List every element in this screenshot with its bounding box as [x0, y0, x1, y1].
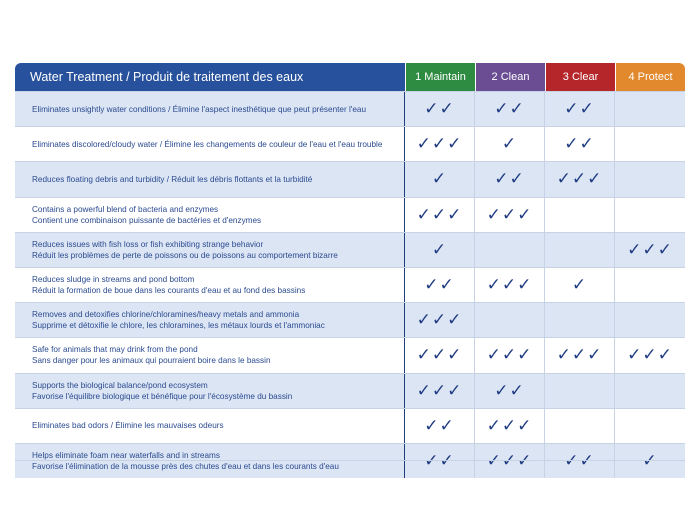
- check-cell: ✓✓✓: [405, 127, 475, 162]
- check-cell: ✓✓✓: [405, 338, 475, 373]
- column-header-protect: 4 Protect: [615, 63, 685, 91]
- check-cell: [475, 232, 545, 267]
- check-cell: [545, 232, 615, 267]
- check-cell: ✓✓: [405, 408, 475, 443]
- row-description: Removes and detoxifies chlorine/chlorami…: [15, 303, 405, 338]
- check-cell: ✓✓✓: [545, 162, 615, 197]
- check-cell: ✓✓✓: [475, 338, 545, 373]
- check-cell: ✓✓✓: [545, 338, 615, 373]
- row-description-line: Favorise l'élimination de la mousse près…: [32, 461, 339, 471]
- row-description-line: Supports the biological balance/pond eco…: [32, 380, 208, 390]
- check-cell: ✓✓✓: [475, 197, 545, 232]
- check-cell: ✓✓✓: [405, 373, 475, 408]
- check-cell: ✓✓✓: [627, 345, 673, 366]
- check-cell: ✓✓✓: [405, 197, 475, 232]
- check-cell: [615, 374, 685, 408]
- row-description: Reduces floating debris and turbidity / …: [15, 162, 405, 197]
- row-description-line: Reduces issues with fish loss or fish ex…: [32, 239, 264, 249]
- check-cell: [545, 373, 615, 408]
- table-row: Removes and detoxifies chlorine/chlorami…: [15, 302, 685, 338]
- table-row: Supports the biological balance/pond eco…: [15, 372, 685, 408]
- check-cell: ✓✓: [475, 92, 545, 127]
- check-cell: [545, 408, 615, 443]
- table-row: Eliminates bad odors / Élimine les mauva…: [15, 407, 685, 443]
- row-description: Eliminates unsightly water conditions / …: [15, 92, 405, 127]
- row-description-line: Removes and detoxifies chlorine/chlorami…: [32, 310, 300, 320]
- column-header-maintain: 1 Maintain: [405, 63, 475, 91]
- row-description-line: Contains a powerful blend of bacteria an…: [32, 204, 219, 214]
- table-row: Reduces floating debris and turbidity / …: [15, 161, 685, 197]
- check-cell: ✓✓: [545, 127, 615, 162]
- table-header: Water Treatment / Produit de traitement …: [15, 63, 685, 91]
- row-description-line: Contient une combinaison puissante de ba…: [32, 215, 262, 225]
- table-bottom-border: [15, 460, 685, 461]
- row-description-line: Reduces sludge in streams and pond botto…: [32, 275, 195, 285]
- table-title: Water Treatment / Produit de traitement …: [15, 63, 405, 91]
- check-cell: ✓✓✓: [627, 239, 673, 260]
- check-cell: [475, 303, 545, 338]
- check-cell: [615, 162, 685, 196]
- check-cell: [615, 127, 685, 161]
- check-cell: ✓: [475, 127, 545, 162]
- check-cell: ✓✓✓: [475, 267, 545, 303]
- check-cell: [615, 268, 685, 302]
- row-description: Supports the biological balance/pond eco…: [15, 373, 405, 408]
- table-row: Reduces issues with fish loss or fish ex…: [15, 231, 685, 267]
- row-description: Eliminates bad odors / Élimine les mauva…: [15, 408, 405, 443]
- table-row: Safe for animals that may drink from the…: [15, 337, 685, 373]
- column-header-clean: 2 Clean: [475, 63, 545, 91]
- check-cell: [615, 409, 685, 443]
- check-cell: ✓✓: [405, 92, 475, 127]
- check-cell: ✓✓✓: [405, 303, 475, 338]
- table-row: Reduces sludge in streams and pond botto…: [15, 266, 685, 303]
- check-cell: ✓✓: [475, 373, 545, 408]
- check-cell: ✓✓: [475, 162, 545, 197]
- table-body: Eliminates unsightly water conditions / …: [15, 91, 685, 479]
- row-description-line: Safe for animals that may drink from the…: [32, 345, 198, 355]
- check-cell: ✓: [545, 267, 615, 303]
- row-description-line: Favorise l'équilibre biologique et bénéf…: [32, 391, 293, 401]
- row-description-line: Eliminates bad odors / Élimine les mauva…: [32, 421, 224, 431]
- row-description-line: Supprime et détoxifie le chlore, les chl…: [32, 321, 325, 331]
- row-description-line: Helps eliminate foam near waterfalls and…: [32, 450, 220, 460]
- row-description-line: Eliminates unsightly water conditions / …: [32, 104, 367, 114]
- check-cell: [615, 303, 685, 337]
- table-row: Contains a powerful blend of bacteria an…: [15, 196, 685, 232]
- row-description-line: Sans danger pour les animaux qui pourrai…: [32, 356, 271, 366]
- check-cell: ✓: [405, 162, 475, 197]
- check-cell: [615, 92, 685, 126]
- table-row: Eliminates unsightly water conditions / …: [15, 91, 685, 127]
- row-description: Reduces sludge in streams and pond botto…: [15, 267, 405, 303]
- check-cell: ✓✓✓: [475, 408, 545, 443]
- row-description: Contains a powerful blend of bacteria an…: [15, 197, 405, 232]
- check-cell: ✓✓: [545, 92, 615, 127]
- check-cell: [545, 303, 615, 338]
- row-description: Safe for animals that may drink from the…: [15, 338, 405, 373]
- row-description: Eliminates discolored/cloudy water / Éli…: [15, 127, 405, 162]
- check-cell: [615, 198, 685, 232]
- row-description-line: Eliminates discolored/cloudy water / Éli…: [32, 139, 383, 149]
- row-description-line: Réduit les problèmes de perte de poisson…: [32, 250, 338, 260]
- row-description-line: Reduces floating debris and turbidity / …: [32, 174, 313, 184]
- row-description-line: Réduit la formation de boue dans les cou…: [32, 286, 306, 296]
- check-cell: ✓: [405, 232, 475, 267]
- comparison-table: Water Treatment / Produit de traitement …: [15, 63, 685, 479]
- table-row: Eliminates discolored/cloudy water / Éli…: [15, 126, 685, 162]
- row-description: Reduces issues with fish loss or fish ex…: [15, 232, 405, 267]
- column-header-clear: 3 Clear: [545, 63, 615, 91]
- check-cell: [545, 197, 615, 232]
- check-cell: ✓✓: [405, 267, 475, 303]
